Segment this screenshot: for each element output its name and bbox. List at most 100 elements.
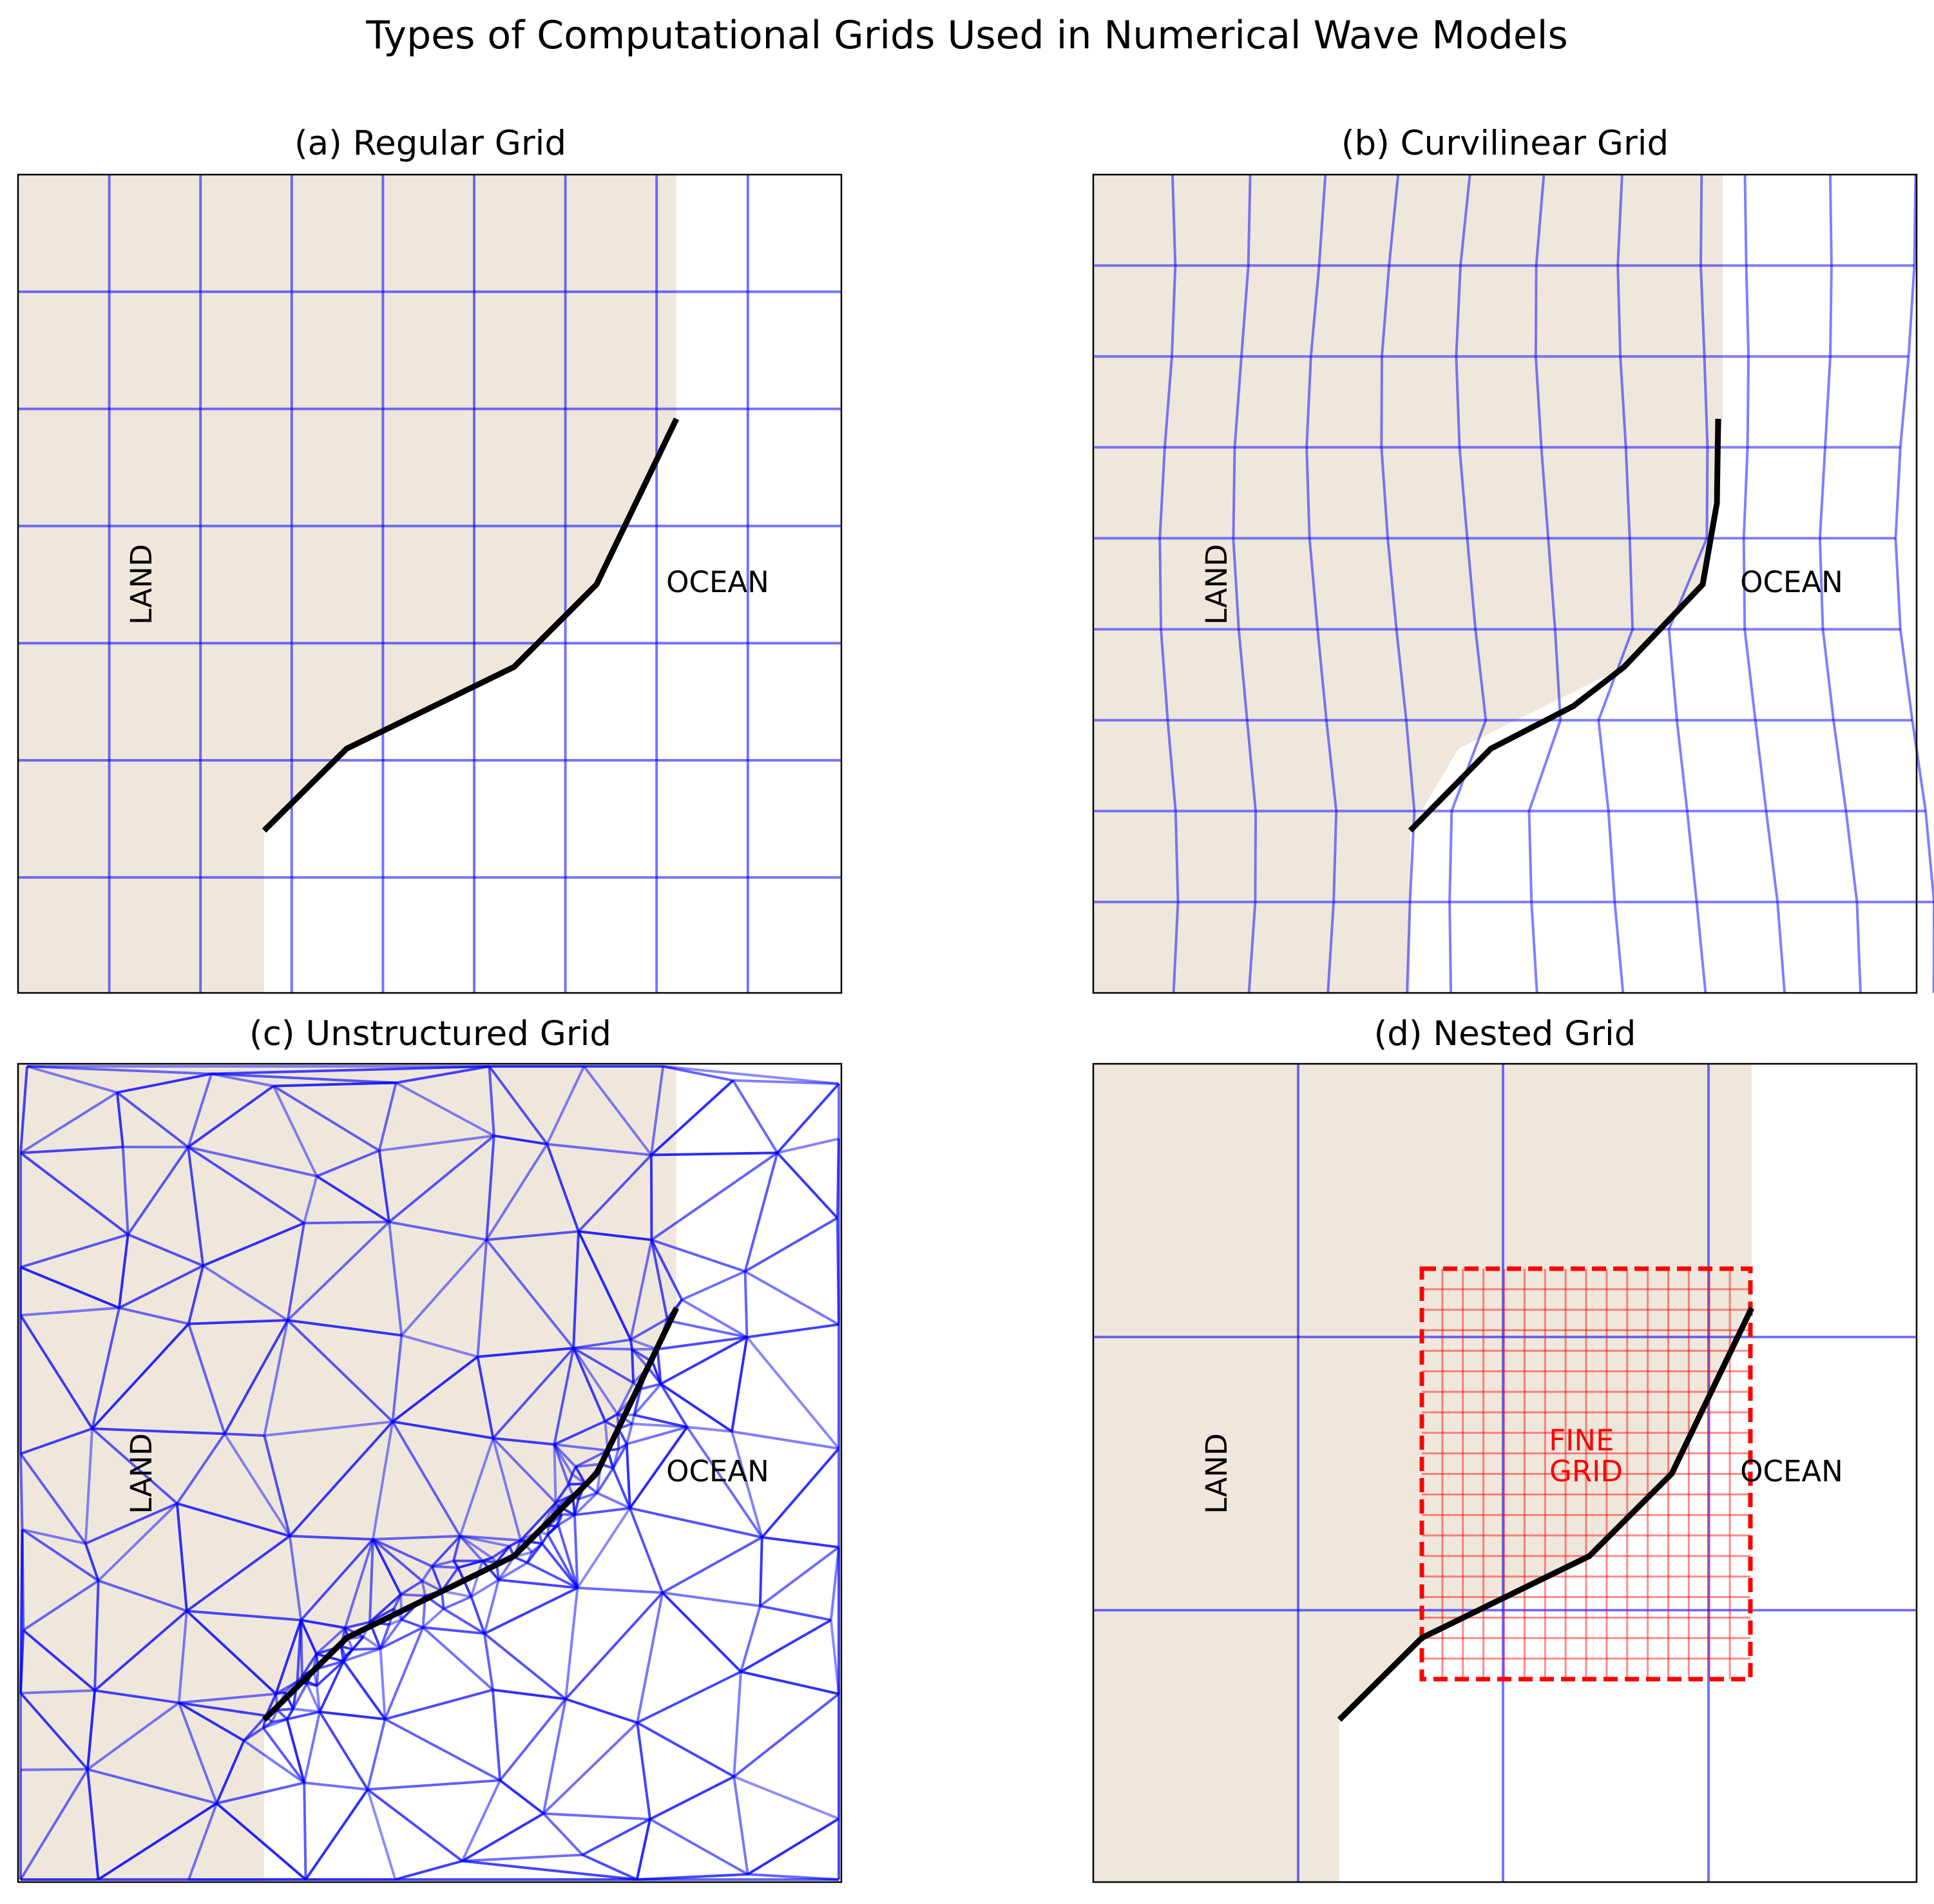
mesh-edge (187, 1084, 274, 1148)
panel-curvilinear-grid: (b) Curvilinear Grid LAND OCEAN (1092, 124, 1934, 994)
mesh-edge (617, 1443, 627, 1450)
mesh-edge (546, 1144, 580, 1232)
mesh-edge (459, 1535, 521, 1542)
mesh-edge (263, 1435, 291, 1537)
mesh-edge (176, 1433, 226, 1505)
mesh-edge (400, 1238, 488, 1336)
mesh-edge (625, 1444, 631, 1508)
mesh-edge (243, 1739, 305, 1784)
mesh-edge (121, 1146, 129, 1235)
panel-title-b: (b) Curvilinear Grid (1341, 124, 1669, 163)
mesh-edge (211, 1072, 396, 1084)
mesh-edge (567, 1474, 573, 1485)
mesh-edge (421, 1579, 443, 1592)
mesh-edge (574, 1466, 587, 1485)
mesh-edge (483, 1632, 567, 1700)
mesh-edge (119, 1306, 189, 1325)
mesh-edge (731, 1430, 839, 1450)
mesh-edge (20, 1427, 93, 1456)
mesh-edge (187, 1146, 305, 1224)
mesh-edge (519, 1501, 557, 1541)
mesh-edge (557, 1514, 576, 1526)
mesh-edge (564, 1591, 664, 1700)
mesh-edge (22, 1528, 86, 1545)
mesh-edge (662, 1591, 761, 1608)
mesh-edge (542, 1698, 567, 1814)
mesh-edge (216, 1802, 307, 1881)
mesh-edge (287, 1221, 390, 1322)
mesh-edge (743, 1271, 749, 1338)
mesh-edge (531, 1543, 543, 1553)
mesh-edge (760, 1604, 832, 1622)
mesh-edge (637, 1721, 735, 1778)
fine-grid-boundary (1419, 1266, 1753, 1682)
mesh-edge (340, 1645, 353, 1651)
land-area (1093, 1064, 1752, 1882)
mesh-edge (19, 1453, 87, 1544)
mesh-edge (649, 1155, 653, 1240)
mesh-edge (367, 1779, 501, 1791)
mesh-edge (289, 1421, 394, 1537)
mesh-edge (119, 1264, 204, 1309)
mesh-edge (92, 1427, 225, 1436)
mesh-edge (216, 1781, 305, 1805)
mesh-edge (687, 1425, 732, 1433)
mesh-edge (744, 1216, 838, 1273)
mesh-edge (546, 1534, 579, 1589)
mesh-edge (649, 1066, 665, 1155)
mesh-edge (316, 1175, 390, 1224)
mesh-edge (303, 1781, 368, 1791)
mesh-edge (91, 1323, 190, 1430)
mesh-edge (97, 1802, 218, 1881)
mesh-edge (362, 1635, 381, 1650)
mesh-edge (187, 1147, 205, 1266)
mesh-edge (287, 1319, 402, 1337)
mesh-edge (369, 1539, 374, 1622)
mesh-edge (421, 1565, 434, 1582)
mesh-edge (743, 1152, 779, 1272)
mesh-edge (744, 1270, 839, 1326)
mesh-edge (492, 1437, 557, 1504)
mesh-edge (187, 1073, 213, 1148)
mesh-edge (470, 1560, 484, 1597)
mesh-edge (300, 1619, 318, 1655)
mesh-edge (351, 1635, 365, 1651)
mesh-edge (300, 1619, 346, 1630)
mesh-edge (223, 1320, 289, 1435)
mesh-edge (178, 1692, 276, 1704)
mesh-edge (546, 1142, 652, 1157)
mesh-edge (20, 1306, 120, 1317)
mesh-edge (564, 1588, 579, 1700)
mesh-edge (740, 1619, 832, 1673)
mesh-edge (633, 1389, 642, 1416)
mesh-edge (650, 1239, 669, 1320)
mesh-edge (300, 1538, 374, 1621)
mesh-edge (575, 1449, 609, 1468)
mesh-edge (461, 1812, 544, 1863)
panel-title-d: (d) Nested Grid (1374, 1014, 1636, 1053)
mesh-edge (86, 1769, 100, 1880)
mesh-edge (284, 1680, 298, 1693)
fine-grid-label-line1: FINE (1549, 1423, 1614, 1457)
mesh-edge (733, 1775, 839, 1820)
mesh-edge (596, 1467, 615, 1494)
unstructured-mesh (19, 1065, 840, 1881)
grid-line-xi (1818, 174, 1862, 994)
mesh-edge (84, 1543, 100, 1581)
coastline (1408, 418, 1721, 833)
mesh-edge (188, 1319, 288, 1325)
mesh-edge (186, 1610, 302, 1622)
mesh-edge (488, 1066, 495, 1136)
mesh-edge (343, 1647, 381, 1663)
mesh-edge (572, 1347, 607, 1422)
grid-line-xi (1597, 174, 1634, 994)
mesh-edge (316, 1149, 380, 1178)
land-label: LAND (1200, 1433, 1234, 1514)
mesh-edge (372, 1538, 423, 1582)
mesh-edge (461, 1780, 502, 1862)
mesh-edge (541, 1543, 579, 1589)
mesh-edge (347, 1638, 354, 1650)
grid-line-xi (1894, 174, 1934, 994)
mesh-edge (224, 1432, 265, 1437)
mesh-edge (577, 1586, 663, 1594)
